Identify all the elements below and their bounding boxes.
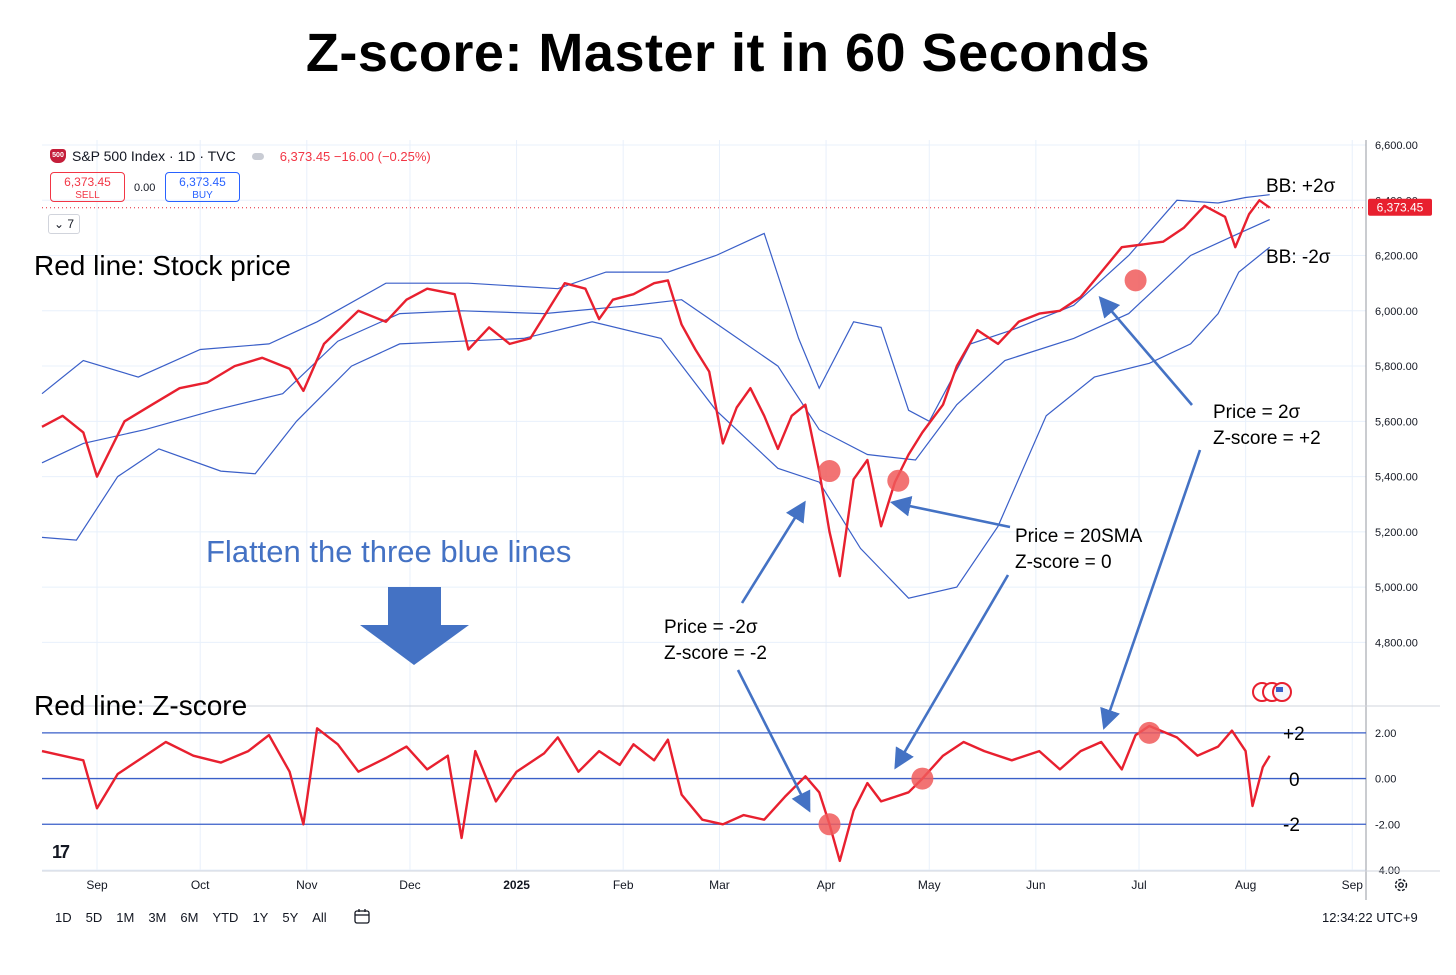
price-axis: Sep Oct Nov Dec 2025 Feb Mar Apr May Jun Jul Aug Sep… [42,140,1440,900]
y-tick-label: 6,600.00 [1375,140,1418,152]
z-tick-label: 2.00 [1375,728,1396,740]
z-tick-label: -2.00 [1375,819,1400,831]
annotation-flatten: Flatten the three blue lines [206,534,572,569]
x-tick-label: May [918,878,941,892]
buy-price: 6,373.45 [179,175,226,189]
annotation-arrow [1098,296,1193,406]
sell-label: SELL [75,190,100,201]
y-tick-label: 5,600.00 [1375,416,1418,428]
annotation-line: Price = 20SMA [1015,526,1143,547]
x-tick-label: Nov [296,878,317,892]
spread-value: 0.00 [134,182,156,194]
annotation-price-2sigma: Price = 2σ Z-score = +2 [1213,400,1321,452]
annotation-line: Z-score = +2 [1213,428,1321,449]
annotation-line: Price = 2σ [1213,402,1301,423]
annotation-z-line: Red line: Z-score [34,690,248,721]
annotation-line: Z-score = 0 [1015,552,1112,573]
chart-markers [818,269,1161,836]
highlight-marker [818,460,841,483]
tf-1d[interactable]: 1D [55,910,72,925]
highlight-marker [887,469,910,492]
price-quote: 6,373.45 −16.00 (−0.25%) [279,148,431,164]
us-flag-icon[interactable] [1250,681,1294,703]
annotation-arrow [889,496,1011,529]
chevron-down-icon: ⌄ [53,217,65,231]
z-level-minus2: -2 [1283,815,1300,836]
gear-icon[interactable] [1393,877,1409,893]
last-price-tag-label: 6,373.45 [1377,201,1424,215]
date-range-icon[interactable] [354,908,370,924]
annotation-price-line: Red line: Stock price [34,250,291,281]
tf-ytd[interactable]: YTD [212,910,239,925]
tf-5y[interactable]: 5Y [282,910,299,925]
y-tick-label: 5,000.00 [1375,582,1418,594]
spx-logo-icon: 500 [50,149,66,163]
z-level-plus2: +2 [1283,724,1305,745]
series-20sma [41,219,1270,464]
flatten-down-arrow [360,587,469,665]
tf-3m[interactable]: 3M [148,910,167,925]
annotation-arrow [736,669,811,813]
x-tick-label: Aug [1235,878,1256,892]
sell-price: 6,373.45 [64,175,111,189]
y-tick-label: 4,800.00 [1375,637,1418,649]
y-tick-label: 5,400.00 [1375,472,1418,484]
tf-1m[interactable]: 1M [116,910,135,925]
x-tick-label: Jul [1131,878,1146,892]
clock[interactable]: 12:34:22 UTC+9 [1322,910,1418,925]
x-tick-label: Apr [817,878,836,892]
x-tick-label: Feb [613,878,634,892]
z-level-zero: 0 [1289,770,1300,791]
sell-button[interactable]: 6,373.45 SELL [50,172,125,202]
page-title: Z-score: Master it in 60 Seconds [305,23,1151,83]
annotation-arrows [360,296,1202,813]
annotation-bb-upper: BB: +2σ [1266,176,1336,197]
market-status-icon[interactable] [251,152,264,160]
annotation-bb-lower: BB: -2σ [1266,247,1331,268]
highlight-marker [1124,269,1147,292]
y-tick-label: 6,200.00 [1375,251,1418,263]
x-tick-label: Jun [1026,878,1045,892]
series-bb-2- [41,194,1270,423]
x-tick-label: Sep [1342,878,1364,892]
tradingview-logo-icon: 17 [52,842,70,862]
tf-1y[interactable]: 1Y [252,910,269,925]
annotation-line: Z-score = -2 [664,643,767,664]
indicators-collapse-button[interactable]: ⌄ 7 [48,214,80,234]
indicator-count: 7 [67,217,75,231]
x-tick-label: Sep [86,878,108,892]
annotation-line: Price = -2σ [664,617,758,638]
y-tick-label: 6,000.00 [1375,306,1418,318]
x-tick-label: Oct [191,878,210,892]
tf-6m[interactable]: 6M [180,910,199,925]
y-tick-label: 5,200.00 [1375,527,1418,539]
tf-all[interactable]: All [312,910,327,925]
symbol-header[interactable]: 500 S&P 500 Index · 1D · TVC 6,373.45 −1… [50,148,431,164]
y-tick-label: 5,800.00 [1375,361,1418,373]
series-z-score [41,724,1271,863]
annotation-price-m2sigma: Price = -2σ Z-score = -2 [664,615,767,667]
annotation-arrow [1100,449,1202,730]
z-tick-label: 0.00 [1375,774,1396,786]
buy-button[interactable]: 6,373.45 BUY [165,172,240,202]
annotation-arrow [894,574,1010,770]
highlight-marker [911,767,934,790]
symbol-name[interactable]: S&P 500 Index · 1D · TVC [72,148,236,164]
chart-series [41,194,1366,863]
last-price-tag [1368,198,1432,216]
tf-5d[interactable]: 5D [85,910,103,925]
timeframe-bar: 1D 5D 1M 3M 6M YTD 1Y 5Y All [55,910,341,925]
buy-label: BUY [192,190,213,201]
x-tick-label: Mar [709,878,730,892]
highlight-marker [1138,721,1161,744]
highlight-marker [818,813,841,836]
x-tick-label: 2025 [503,878,530,892]
annotation-arrow [740,500,806,604]
x-tick-label: Dec [399,878,420,892]
series-stock-price [41,199,1271,578]
annotation-price-sma: Price = 20SMA Z-score = 0 [1015,524,1142,576]
